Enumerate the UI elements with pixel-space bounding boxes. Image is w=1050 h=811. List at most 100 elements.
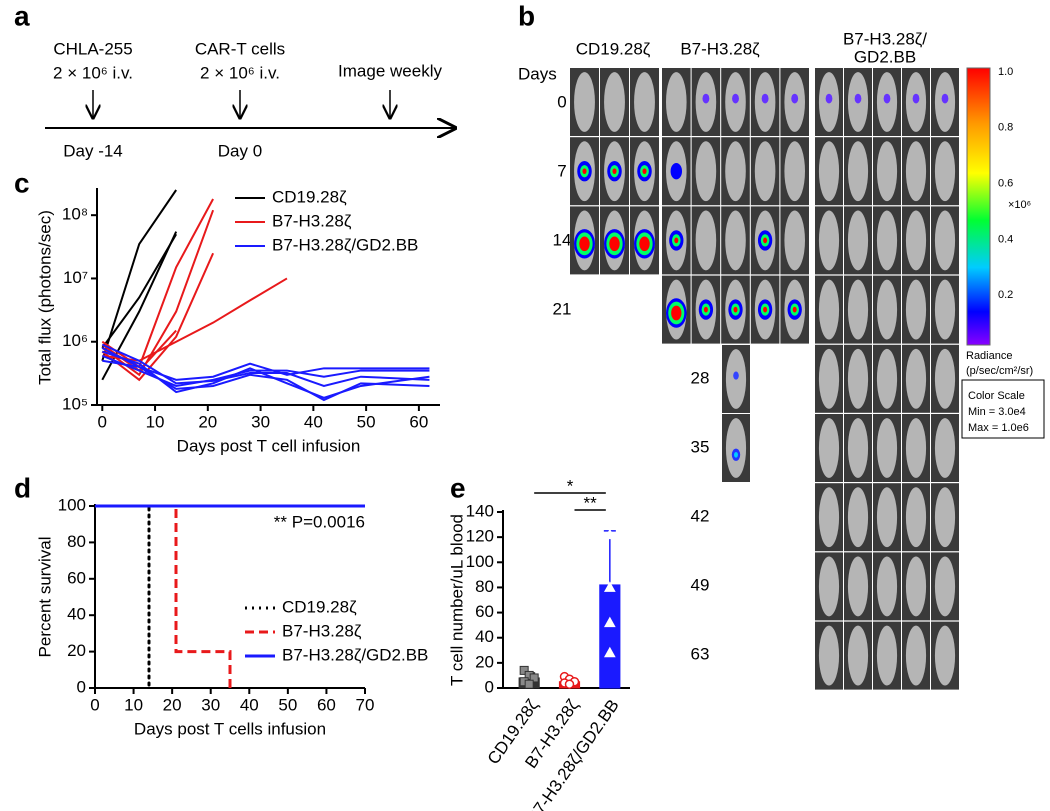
data-point — [529, 673, 539, 683]
mouse-body — [876, 556, 898, 617]
panel-label: b — [518, 0, 535, 31]
x-tick-label: 30 — [201, 695, 220, 714]
signal — [642, 168, 647, 175]
event-day: Day 0 — [218, 141, 262, 160]
x-tick-label: 10 — [146, 412, 165, 431]
colorbar — [966, 67, 991, 346]
y-tick-label: 80 — [475, 577, 494, 596]
data-point — [603, 646, 616, 658]
mouse-body — [754, 141, 776, 202]
data-line — [102, 359, 430, 402]
mouse-body — [574, 72, 595, 132]
event-title: CAR-T cells — [195, 39, 285, 58]
mouse-body — [634, 72, 655, 132]
y-tick-label: 10⁸ — [62, 205, 88, 224]
mouse-body — [934, 348, 956, 409]
mouse-body — [847, 556, 869, 617]
day-label: 35 — [691, 437, 710, 456]
signal — [854, 93, 862, 104]
mouse-body — [818, 418, 840, 478]
x-tick-label: 70 — [356, 695, 375, 714]
y-tick-label: 40 — [67, 605, 86, 624]
legend-label: B7-H3.28ζ/GD2.BB — [282, 645, 428, 664]
mouse-body — [905, 556, 927, 617]
signal — [733, 306, 738, 313]
data-point — [564, 679, 575, 689]
x-tick-label: 60 — [317, 695, 336, 714]
mouse-body — [847, 279, 869, 340]
mouse-body — [847, 625, 869, 686]
mouse-body — [934, 487, 956, 548]
y-axis-label: Percent survival — [35, 537, 54, 658]
signal — [883, 93, 891, 104]
mouse-body — [905, 487, 927, 548]
colorbar-tick: 1.0 — [998, 66, 1013, 78]
bar — [599, 584, 621, 689]
day-label: 63 — [691, 644, 710, 663]
signal — [609, 236, 620, 252]
data-line — [101, 343, 430, 387]
x-tick-label: 50 — [278, 695, 297, 714]
signal — [579, 236, 590, 252]
mouse-body — [818, 625, 840, 686]
mouse-body — [695, 141, 717, 202]
panel-label: a — [14, 0, 30, 31]
signal — [639, 236, 650, 252]
day-label: 0 — [557, 92, 566, 111]
data-point — [519, 665, 529, 675]
mouse-body — [876, 418, 898, 478]
x-tick-label: 40 — [240, 695, 259, 714]
mouse-body — [818, 556, 840, 617]
day-label: 42 — [691, 506, 710, 525]
x-tick-label: 10 — [124, 695, 143, 714]
mouse-body — [847, 141, 869, 202]
group-header: CD19.28ζ — [576, 39, 651, 58]
legend-label: CD19.28ζ — [282, 597, 357, 616]
colorbar-tick: 0.6 — [998, 178, 1013, 190]
scale-box — [961, 379, 1045, 439]
mouse-body — [934, 141, 956, 202]
day-label: 21 — [553, 299, 572, 318]
legend-label: B7-H3.28ζ — [272, 211, 352, 230]
mouse-body — [876, 141, 898, 202]
mouse-body — [905, 210, 927, 271]
data-point — [603, 528, 616, 540]
y-tick-label: 40 — [475, 627, 494, 646]
data-point — [603, 512, 616, 523]
signal — [825, 93, 833, 104]
significance-label: ** — [584, 493, 598, 512]
data-line — [95, 504, 232, 688]
data-line — [101, 354, 430, 387]
mouse-body — [876, 487, 898, 548]
mouse-body — [905, 418, 927, 478]
annotation: ** P=0.0016 — [274, 512, 365, 531]
mouse-body — [818, 210, 840, 271]
y-axis-label: T cell number/uL blood — [447, 514, 466, 686]
signal — [703, 306, 708, 313]
signal — [670, 163, 683, 180]
signal — [734, 451, 738, 458]
mouse-body — [876, 348, 898, 409]
y-tick-label: 60 — [475, 602, 494, 621]
legend-label: B7-H3.28ζ/GD2.BB — [272, 235, 418, 254]
day-label: 49 — [691, 575, 710, 594]
y-tick-label: 10⁶ — [62, 331, 88, 350]
data-line — [93, 504, 151, 690]
y-tick-label: 80 — [67, 532, 86, 551]
x-tick-label: 40 — [304, 412, 323, 431]
x-tick-label: 0 — [98, 412, 107, 431]
signal — [732, 93, 739, 104]
signal — [941, 93, 949, 104]
x-tick-label: 20 — [198, 412, 217, 431]
mouse-body — [905, 348, 927, 409]
mouse-body — [876, 279, 898, 340]
mouse-body — [876, 625, 898, 686]
signal — [791, 93, 799, 104]
legend-label: CD19.28ζ — [272, 187, 347, 206]
data-line — [101, 252, 215, 382]
scale-text: Min = 3.0e4 — [968, 406, 1026, 418]
data-point — [603, 616, 616, 628]
group-header: B7-H3.28ζ — [680, 39, 760, 58]
colorbar-multiplier: ×10⁶ — [1008, 199, 1031, 211]
